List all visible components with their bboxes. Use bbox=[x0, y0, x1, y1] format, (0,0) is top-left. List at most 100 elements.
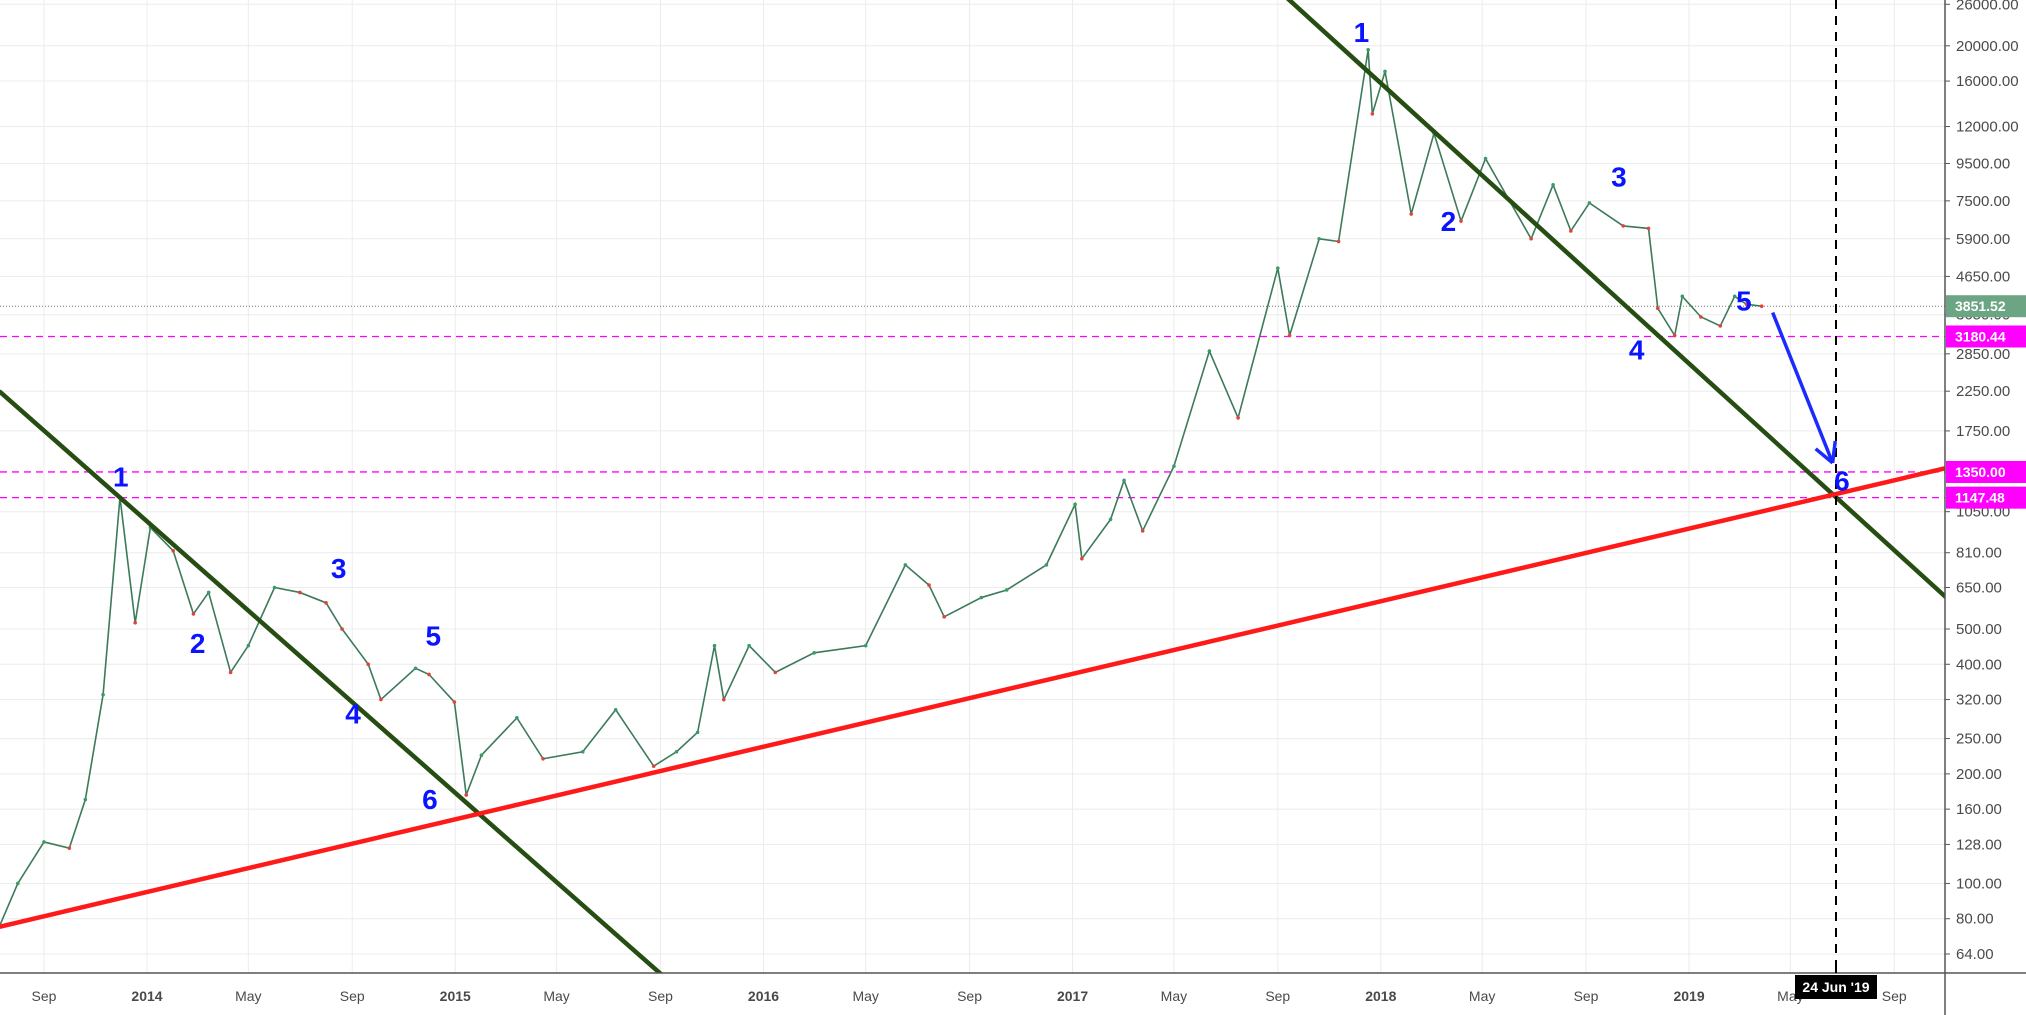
x-tick-label: Sep bbox=[1265, 988, 1290, 1004]
x-tick-label: Sep bbox=[1882, 988, 1907, 1004]
price-point bbox=[1459, 219, 1463, 223]
plot-area bbox=[0, 0, 1945, 973]
price-point bbox=[452, 700, 457, 704]
price-point bbox=[413, 666, 418, 671]
price-point bbox=[15, 881, 20, 886]
price-point bbox=[1718, 324, 1723, 328]
wave-label: 2 bbox=[1441, 206, 1457, 237]
price-point bbox=[515, 716, 519, 720]
level-price-tag: 1350.00 bbox=[1955, 464, 2006, 480]
downtrend-line bbox=[0, 389, 664, 973]
price-point bbox=[1680, 294, 1685, 299]
y-tick-label: 650.00 bbox=[1956, 580, 2002, 597]
price-point bbox=[747, 643, 751, 648]
price-line bbox=[0, 49, 1762, 928]
x-tick-label: Sep bbox=[648, 988, 673, 1004]
price-point bbox=[712, 643, 717, 648]
level-price-tag: 3180.44 bbox=[1955, 328, 2006, 344]
y-tick-label: 1750.00 bbox=[1956, 423, 2010, 440]
y-tick-label: 16000.00 bbox=[1956, 73, 2019, 90]
price-point bbox=[1317, 236, 1321, 241]
x-tick-label: May bbox=[543, 988, 569, 1004]
wave-label: 3 bbox=[1611, 162, 1627, 193]
price-point bbox=[942, 615, 947, 619]
date-marker-tag: 24 Jun '19 bbox=[1802, 979, 1869, 995]
price-point bbox=[324, 601, 328, 605]
price-point bbox=[246, 643, 251, 648]
price-point bbox=[1699, 315, 1703, 319]
wave-label: 5 bbox=[425, 621, 441, 652]
x-tick-label: May bbox=[852, 988, 878, 1004]
price-point bbox=[1287, 333, 1292, 338]
x-tick-label: 2018 bbox=[1365, 988, 1396, 1004]
arrow-head bbox=[1830, 440, 1838, 464]
x-tick-label: Sep bbox=[32, 988, 57, 1004]
price-point bbox=[674, 749, 679, 754]
wave-label: 1 bbox=[113, 462, 129, 493]
price-point bbox=[1383, 69, 1387, 74]
price-point bbox=[1656, 306, 1660, 311]
x-tick-label: Sep bbox=[340, 988, 365, 1004]
price-point bbox=[580, 749, 585, 754]
price-point bbox=[812, 651, 816, 655]
x-tick-label: Sep bbox=[1574, 988, 1599, 1004]
price-point bbox=[1140, 529, 1145, 533]
level-price-tag: 1147.48 bbox=[1955, 490, 2005, 506]
price-point bbox=[651, 764, 656, 768]
price-point bbox=[1172, 464, 1176, 469]
x-tick-label: May bbox=[1161, 988, 1187, 1004]
y-tick-label: 9500.00 bbox=[1956, 155, 2010, 172]
y-tick-label: 2250.00 bbox=[1956, 383, 2010, 400]
price-point bbox=[721, 697, 726, 702]
price-point bbox=[1236, 416, 1240, 420]
price-point bbox=[133, 620, 137, 625]
y-tick-label: 500.00 bbox=[1956, 621, 2002, 638]
x-tick-label: 2014 bbox=[131, 988, 162, 1004]
price-point bbox=[228, 670, 233, 675]
price-point bbox=[427, 672, 431, 677]
price-point bbox=[171, 548, 175, 553]
x-tick-label: Sep bbox=[957, 988, 982, 1004]
y-tick-label: 26000.00 bbox=[1956, 0, 2019, 13]
y-tick-label: 100.00 bbox=[1956, 875, 2002, 892]
wave-label: 4 bbox=[1629, 334, 1645, 365]
y-tick-label: 250.00 bbox=[1956, 731, 2002, 748]
x-tick-label: 2015 bbox=[440, 988, 471, 1004]
x-tick-label: May bbox=[235, 988, 261, 1004]
price-point bbox=[1207, 349, 1212, 353]
price-point bbox=[1004, 588, 1009, 592]
price-point bbox=[613, 707, 618, 712]
wave-label: 1 bbox=[1354, 17, 1370, 48]
price-point bbox=[272, 585, 277, 590]
price-point bbox=[1621, 224, 1625, 228]
price-point bbox=[67, 846, 72, 850]
price-point bbox=[1587, 201, 1592, 205]
x-tick-label: 2019 bbox=[1673, 988, 1704, 1004]
price-point bbox=[479, 753, 484, 758]
price-point bbox=[773, 670, 778, 675]
wave-label: 6 bbox=[422, 784, 438, 815]
y-tick-label: 160.00 bbox=[1956, 801, 2002, 818]
y-tick-label: 7500.00 bbox=[1956, 193, 2010, 210]
price-point bbox=[1366, 47, 1370, 52]
price-point bbox=[1759, 304, 1764, 309]
y-tick-label: 4650.00 bbox=[1956, 268, 2010, 285]
y-tick-label: 400.00 bbox=[1956, 656, 2002, 673]
downtrend-line bbox=[1285, 0, 1945, 600]
price-point bbox=[1529, 236, 1533, 241]
price-point bbox=[1569, 229, 1573, 233]
x-tick-label: 2017 bbox=[1057, 988, 1088, 1004]
price-point bbox=[83, 797, 88, 802]
price-point bbox=[903, 563, 908, 567]
price-point bbox=[1275, 266, 1280, 270]
price-point bbox=[979, 595, 984, 600]
y-tick-label: 5900.00 bbox=[1956, 231, 2010, 248]
level-price-tag-bg bbox=[1946, 460, 2026, 483]
price-point bbox=[1122, 478, 1126, 483]
price-point bbox=[1483, 156, 1488, 161]
y-tick-label: 80.00 bbox=[1956, 911, 1994, 928]
price-point bbox=[1370, 112, 1375, 116]
price-point bbox=[366, 662, 371, 667]
price-point bbox=[1551, 183, 1555, 187]
